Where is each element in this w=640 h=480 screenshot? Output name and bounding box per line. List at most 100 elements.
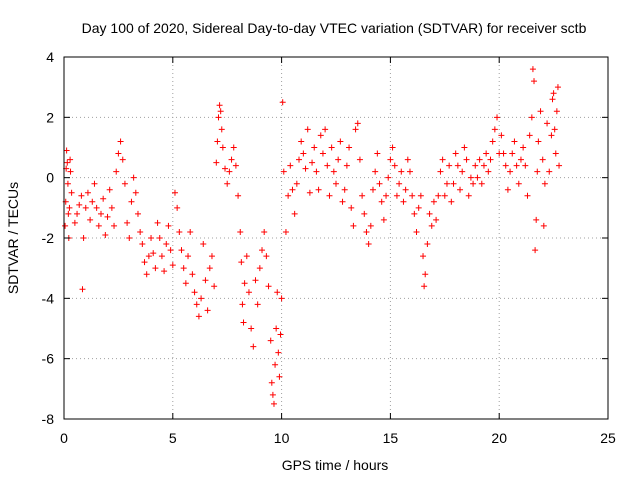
x-tick-label: 20 (491, 430, 507, 446)
data-point (170, 262, 176, 268)
data-point (146, 253, 152, 259)
data-point (400, 199, 406, 205)
data-point (551, 90, 557, 96)
data-point (477, 157, 483, 163)
data-point (383, 193, 389, 199)
data-point (179, 247, 185, 253)
y-tick-label: -8 (42, 411, 55, 427)
x-tick-label: 25 (600, 430, 616, 446)
data-point (67, 157, 73, 163)
data-point (298, 138, 304, 144)
data-point (128, 199, 134, 205)
data-point (66, 205, 72, 211)
data-point (102, 232, 108, 238)
data-point (554, 108, 560, 114)
data-point (194, 301, 200, 307)
data-point (214, 138, 220, 144)
data-point (520, 145, 526, 151)
data-point (244, 253, 250, 259)
data-point (361, 211, 367, 217)
y-tick-label: 0 (46, 170, 54, 186)
data-point (235, 193, 241, 199)
data-point (440, 157, 446, 163)
data-point (275, 350, 281, 356)
data-point (448, 199, 454, 205)
data-point (222, 166, 228, 172)
data-point (457, 187, 463, 193)
data-point (220, 145, 226, 151)
data-point (105, 214, 111, 220)
data-point (98, 211, 104, 217)
data-point (259, 247, 265, 253)
data-point (357, 157, 363, 163)
data-point (331, 169, 337, 175)
data-point (296, 157, 302, 163)
data-point (94, 205, 100, 211)
data-point (464, 157, 470, 163)
grid-lines (64, 57, 608, 419)
data-point (303, 166, 309, 172)
data-point (481, 163, 487, 169)
data-point (294, 181, 300, 187)
data-point (268, 338, 274, 344)
data-point (453, 151, 459, 157)
data-point (226, 169, 232, 175)
data-point (159, 253, 165, 259)
data-point (307, 190, 313, 196)
data-point (392, 163, 398, 169)
data-point (283, 229, 289, 235)
data-point (550, 96, 556, 102)
data-point (501, 151, 507, 157)
data-point (261, 229, 267, 235)
data-point (150, 250, 156, 256)
data-point (181, 265, 187, 271)
data-point (411, 211, 417, 217)
data-point (541, 223, 547, 229)
data-point (271, 401, 277, 407)
data-point (556, 163, 562, 169)
data-point (74, 211, 80, 217)
data-point (300, 151, 306, 157)
data-point (111, 223, 117, 229)
data-point (215, 114, 221, 120)
data-point (270, 392, 276, 398)
data-point (176, 229, 182, 235)
data-point (252, 277, 258, 283)
data-point (229, 157, 235, 163)
data-point (437, 169, 443, 175)
x-tick-label: 10 (274, 430, 290, 446)
data-point (276, 374, 282, 380)
data-point (518, 157, 524, 163)
data-point (487, 157, 493, 163)
data-point (313, 169, 319, 175)
data-point (211, 283, 217, 289)
data-point (503, 163, 509, 169)
data-point (224, 181, 230, 187)
data-point (142, 259, 148, 265)
data-point (535, 138, 541, 144)
data-point (79, 286, 85, 292)
data-point (320, 151, 326, 157)
data-point (377, 181, 383, 187)
data-point (118, 138, 124, 144)
data-point (278, 332, 284, 338)
data-point (485, 169, 491, 175)
data-point (429, 223, 435, 229)
x-tick-label: 15 (383, 430, 399, 446)
data-point (342, 187, 348, 193)
data-point (505, 187, 511, 193)
data-point (494, 114, 500, 120)
data-point (238, 259, 244, 265)
data-point (396, 181, 402, 187)
data-point (133, 190, 139, 196)
data-point (326, 193, 332, 199)
data-point (461, 145, 467, 151)
data-point (511, 138, 517, 144)
y-tick-label: 4 (46, 49, 54, 65)
data-point (96, 223, 102, 229)
data-point (335, 157, 341, 163)
data-point (126, 235, 132, 241)
data-point (459, 169, 465, 175)
data-point (381, 217, 387, 223)
data-point (538, 108, 544, 114)
